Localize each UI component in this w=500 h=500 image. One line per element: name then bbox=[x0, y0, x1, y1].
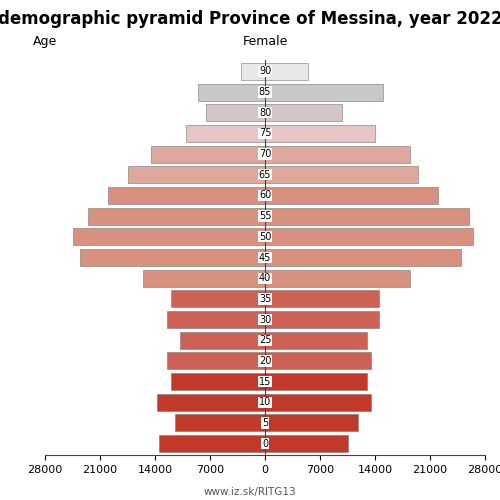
Bar bbox=[170, 290, 265, 308]
Bar bbox=[265, 63, 308, 80]
Bar bbox=[186, 125, 265, 142]
Bar bbox=[156, 394, 265, 410]
Text: Female: Female bbox=[242, 35, 288, 48]
Text: 75: 75 bbox=[259, 128, 271, 138]
Bar bbox=[88, 208, 265, 224]
Text: 20: 20 bbox=[259, 356, 271, 366]
Text: 10: 10 bbox=[259, 398, 271, 407]
Text: 0: 0 bbox=[262, 438, 268, 448]
Bar bbox=[80, 249, 265, 266]
Text: 35: 35 bbox=[259, 294, 271, 304]
Text: 90: 90 bbox=[259, 66, 271, 76]
Bar bbox=[265, 84, 383, 100]
Text: 70: 70 bbox=[259, 149, 271, 159]
Bar bbox=[265, 104, 342, 121]
Bar bbox=[265, 394, 371, 410]
Bar bbox=[198, 84, 265, 100]
Text: 80: 80 bbox=[259, 108, 271, 118]
Bar bbox=[167, 311, 265, 328]
Bar bbox=[265, 332, 367, 348]
Bar bbox=[72, 228, 265, 246]
Bar bbox=[265, 352, 371, 370]
Bar bbox=[265, 414, 358, 432]
Bar bbox=[265, 435, 347, 452]
Bar bbox=[143, 270, 265, 286]
Text: 15: 15 bbox=[259, 376, 271, 386]
Bar bbox=[265, 208, 470, 224]
Text: 25: 25 bbox=[259, 335, 271, 345]
Bar bbox=[265, 146, 410, 162]
Text: 60: 60 bbox=[259, 190, 271, 200]
Bar bbox=[167, 352, 265, 370]
Bar bbox=[265, 125, 375, 142]
Text: 85: 85 bbox=[259, 87, 271, 97]
Bar bbox=[206, 104, 265, 121]
Bar bbox=[151, 146, 265, 162]
Bar bbox=[265, 311, 379, 328]
Text: Age: Age bbox=[33, 35, 57, 48]
Text: www.iz.sk/RITG13: www.iz.sk/RITG13 bbox=[204, 488, 296, 498]
Text: 45: 45 bbox=[259, 252, 271, 262]
Bar bbox=[265, 290, 379, 308]
Bar bbox=[265, 187, 438, 204]
Text: 40: 40 bbox=[259, 273, 271, 283]
Text: 55: 55 bbox=[259, 211, 271, 221]
Bar bbox=[265, 249, 462, 266]
Text: 30: 30 bbox=[259, 314, 271, 324]
Bar bbox=[128, 166, 265, 184]
Bar bbox=[265, 270, 410, 286]
Bar bbox=[265, 228, 473, 246]
Bar bbox=[108, 187, 265, 204]
Text: 50: 50 bbox=[259, 232, 271, 242]
Text: demographic pyramid Province of Messina, year 2022: demographic pyramid Province of Messina,… bbox=[0, 10, 500, 28]
Text: 65: 65 bbox=[259, 170, 271, 180]
Bar bbox=[174, 414, 265, 432]
Bar bbox=[265, 166, 418, 184]
Text: 5: 5 bbox=[262, 418, 268, 428]
Bar bbox=[242, 63, 265, 80]
Bar bbox=[159, 435, 265, 452]
Bar bbox=[170, 373, 265, 390]
Bar bbox=[180, 332, 265, 348]
Bar bbox=[265, 373, 367, 390]
